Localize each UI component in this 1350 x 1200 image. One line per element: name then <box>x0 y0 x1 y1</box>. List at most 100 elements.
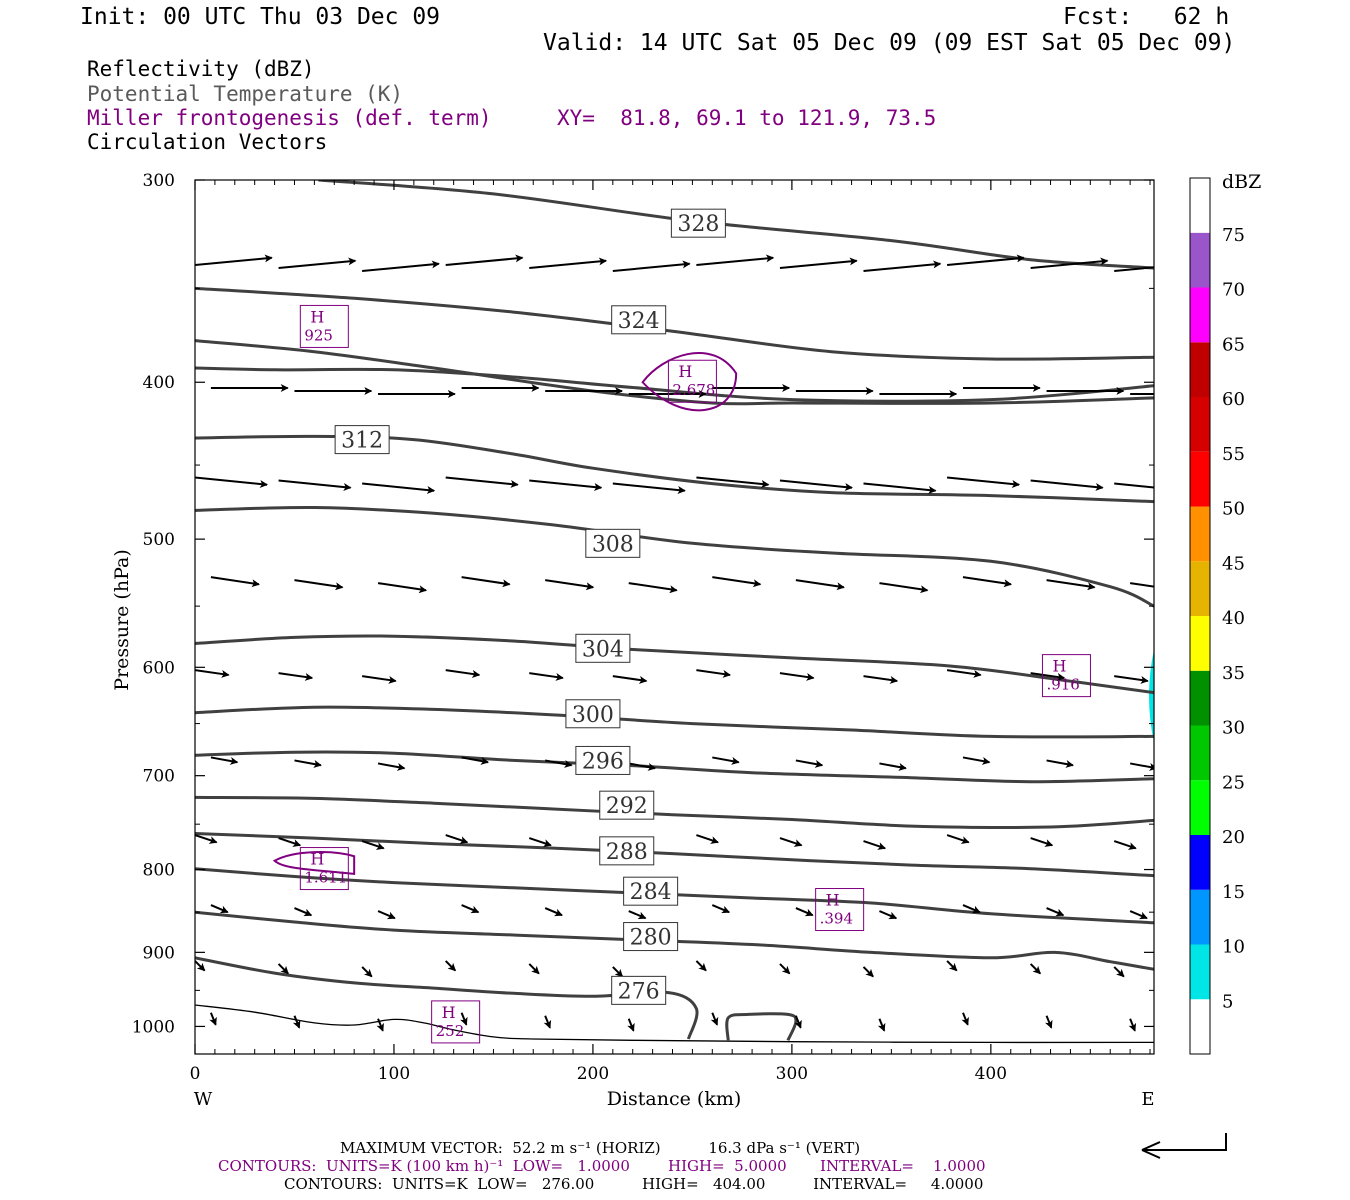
circulation-vector <box>879 910 898 920</box>
circulation-vector <box>795 907 814 917</box>
circulation-vector <box>210 756 239 765</box>
field-theta: Potential Temperature (K) <box>87 82 404 106</box>
contour-label: 312 <box>334 425 390 455</box>
circulation-vector <box>863 675 899 684</box>
frontogenesis-max-label: H.394 <box>815 888 865 932</box>
y-tick-label: 300 <box>143 171 175 191</box>
circulation-vector <box>946 960 958 972</box>
theta-contour-328 <box>318 180 1154 270</box>
circulation-vector <box>1046 579 1096 591</box>
y-tick-label: 700 <box>143 767 175 787</box>
circulation-vector <box>612 260 691 272</box>
circulation-vector <box>195 834 218 844</box>
circulation-vector <box>612 482 686 494</box>
x-tick-label: 400 <box>975 1064 1007 1084</box>
svg-text:308: 308 <box>592 532 634 557</box>
circulation-vector <box>377 762 406 771</box>
circulation-vector <box>962 576 1012 588</box>
circulation-vector <box>1129 910 1148 920</box>
frontogenesis-max-label: H.916 <box>1041 654 1091 698</box>
circulation-vector <box>1029 963 1041 975</box>
circulation-vector <box>461 576 511 588</box>
y-tick-label: 400 <box>143 373 175 393</box>
svg-text:288: 288 <box>606 840 648 865</box>
circulation-vector <box>529 479 603 491</box>
y-tick-label: 500 <box>143 530 175 550</box>
circulation-vector <box>877 1018 886 1032</box>
y-tick-label: 800 <box>143 861 175 881</box>
colorbar-swatch <box>1190 451 1210 507</box>
circulation-vector <box>863 482 937 494</box>
circulation-vector <box>1046 907 1065 917</box>
forecast-hour: Fcst: 62 h <box>1063 4 1230 30</box>
svg-text:.394: .394 <box>820 910 853 928</box>
colorbar-swatch <box>1190 616 1210 671</box>
x-tick-label: 0 <box>190 1064 201 1084</box>
circulation-vector <box>1113 966 1125 978</box>
circulation-vector <box>946 834 970 844</box>
circulation-vector <box>710 1012 719 1026</box>
contour-label: 276 <box>611 975 667 1005</box>
circulation-vector <box>862 966 874 978</box>
colorbar-swatch <box>1190 232 1210 288</box>
contours-black-info: CONTOURS: UNITS=K LOW= 276.00 HIGH= 404.… <box>284 1175 984 1193</box>
colorbar-swatch <box>1190 670 1210 726</box>
circulation-vector <box>779 257 858 269</box>
circulation-vector <box>879 762 907 771</box>
x-tick-label: 100 <box>378 1064 410 1084</box>
field-reflectivity: Reflectivity (dBZ) <box>87 57 315 81</box>
x-tick-label: 200 <box>577 1064 609 1084</box>
circulation-vector <box>361 675 397 684</box>
circulation-vector <box>294 759 322 768</box>
frontogenesis-max-label: H2.678 <box>667 359 717 403</box>
field-frontogenesis: Miller frontogenesis (def. term) <box>87 106 492 130</box>
svg-text:H: H <box>442 1003 456 1022</box>
svg-text:1.611: 1.611 <box>304 869 347 887</box>
contour-label: 304 <box>575 633 631 663</box>
colorbar-swatch <box>1190 342 1210 397</box>
circulation-vector <box>278 837 302 847</box>
circulation-vector <box>961 1012 969 1026</box>
colorbar-label: 55 <box>1222 444 1245 465</box>
theta-contour-324 <box>195 286 1154 361</box>
circulation-vector <box>1129 582 1154 588</box>
circulation-vector <box>1128 1018 1137 1032</box>
contour-label: 280 <box>623 922 679 952</box>
circulation-vector <box>711 904 731 914</box>
cross-section-endpoints: XY= 81.8, 69.1 to 121.9, 73.5 <box>557 106 937 130</box>
circulation-vector <box>445 476 519 488</box>
circulation-vector <box>278 257 357 269</box>
circulation-vector <box>1113 840 1137 850</box>
circulation-vector <box>879 582 929 594</box>
theta-contour-316 <box>195 366 1154 403</box>
surface-line <box>195 1004 1154 1044</box>
colorbar-label: 5 <box>1222 991 1233 1012</box>
y-tick-label: 600 <box>143 658 175 678</box>
circulation-vector <box>1045 1015 1053 1029</box>
circulation-vector <box>628 762 657 771</box>
colorbar-unit: dBZ <box>1222 171 1261 193</box>
circulation-vector <box>195 669 230 678</box>
contour-label: 324 <box>611 305 667 335</box>
svg-text:H: H <box>678 362 692 381</box>
east-label: E <box>1141 1089 1154 1110</box>
contour-label: 288 <box>599 836 655 866</box>
svg-text:300: 300 <box>572 703 614 728</box>
theta-contour-308 <box>195 505 1154 608</box>
circulation-vector <box>377 910 396 920</box>
circulation-vector <box>528 963 540 975</box>
svg-text:925: 925 <box>304 326 333 344</box>
circulation-vector <box>1046 759 1074 768</box>
circulation-vector <box>696 476 770 488</box>
circulation-vector <box>445 834 469 844</box>
circulation-vector <box>1030 479 1104 491</box>
colorbar-label: 75 <box>1222 225 1245 246</box>
contour-label: 296 <box>575 745 631 775</box>
colorbar-label: 40 <box>1222 608 1245 629</box>
colorbar-swatch <box>1190 725 1210 781</box>
circulation-vector <box>1114 266 1154 272</box>
theta-contour-300 <box>195 705 1154 739</box>
